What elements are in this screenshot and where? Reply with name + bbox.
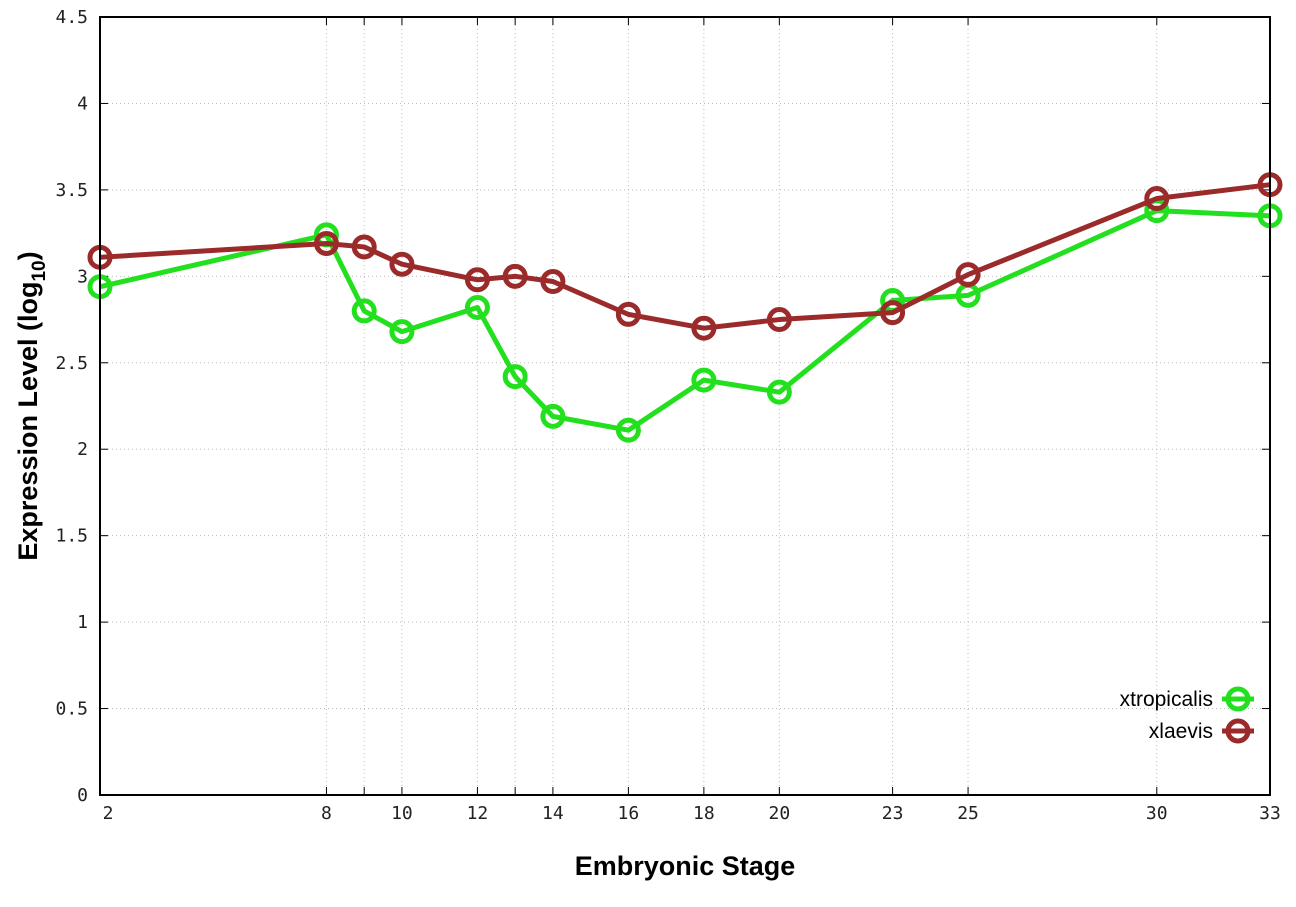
grid (100, 17, 1270, 795)
data-point-xlaevis (351, 234, 377, 260)
y-tick-label: 4 (77, 93, 88, 114)
x-axis-label: Embryonic Stage (575, 851, 796, 881)
data-point-xtropicalis (955, 282, 981, 308)
y-tick-label: 3.5 (55, 180, 88, 201)
data-point-xtropicalis (540, 403, 566, 429)
y-tick-label: 4.5 (55, 7, 88, 28)
data-point-xtropicalis (464, 294, 490, 320)
data-point-xtropicalis (351, 298, 377, 324)
data-point-xlaevis (540, 269, 566, 295)
x-tick-label: 16 (618, 803, 640, 824)
data-point-xtropicalis (691, 367, 717, 393)
data-point-xlaevis (615, 301, 641, 327)
data-point-xtropicalis (389, 319, 415, 345)
legend-label: xlaevis (1149, 720, 1213, 743)
x-tick-label: 2 (103, 803, 114, 824)
data-point-xtropicalis (766, 379, 792, 405)
data-point-xlaevis (880, 300, 906, 326)
data-point-xtropicalis (615, 417, 641, 443)
legend: xtropicalis xlaevis (1120, 686, 1254, 744)
y-tick-label: 1 (77, 612, 88, 633)
y-tick-label: 0.5 (55, 699, 88, 720)
x-tick-label: 14 (542, 803, 564, 824)
data-point-xlaevis (313, 230, 339, 256)
series-line-xlaevis (99, 182, 1271, 331)
series-line-xtropicalis (99, 208, 1271, 433)
data-point-xlaevis (464, 267, 490, 293)
x-tick-label: 12 (467, 803, 489, 824)
x-tick-label: 23 (882, 803, 904, 824)
legend-label: xtropicalis (1120, 688, 1213, 711)
data-point-xlaevis (766, 307, 792, 333)
x-tick-label: 25 (957, 803, 979, 824)
data-point-xlaevis (691, 315, 717, 341)
y-tick-label: 1.5 (55, 526, 88, 547)
x-axis: 2 8 10 12 14 16 18 20 23 25 30 33 (99, 17, 1281, 824)
x-tick-label: 18 (693, 803, 715, 824)
x-tick-label: 20 (769, 803, 791, 824)
legend-marker (1225, 718, 1251, 744)
data-point-xlaevis (389, 251, 415, 277)
legend-marker (1225, 686, 1251, 712)
y-tick-label: 2 (77, 439, 88, 460)
x-tick-label: 33 (1259, 803, 1281, 824)
data-point-xlaevis (955, 262, 981, 288)
y-tick-label: 0 (77, 785, 88, 806)
data-point-xtropicalis (502, 364, 528, 390)
y-tick-label: 3 (77, 266, 88, 287)
y-tick-label: 2.5 (55, 353, 88, 374)
data-point-xlaevis (502, 263, 528, 289)
x-tick-label: 30 (1146, 803, 1168, 824)
data-point-xlaevis (1144, 186, 1170, 212)
x-tick-label: 10 (391, 803, 413, 824)
x-tick-label: 8 (321, 803, 332, 824)
y-axis-label: Expression Level (log10) (13, 251, 50, 560)
series-layer (87, 172, 1283, 443)
plot-frame (99, 16, 1271, 796)
